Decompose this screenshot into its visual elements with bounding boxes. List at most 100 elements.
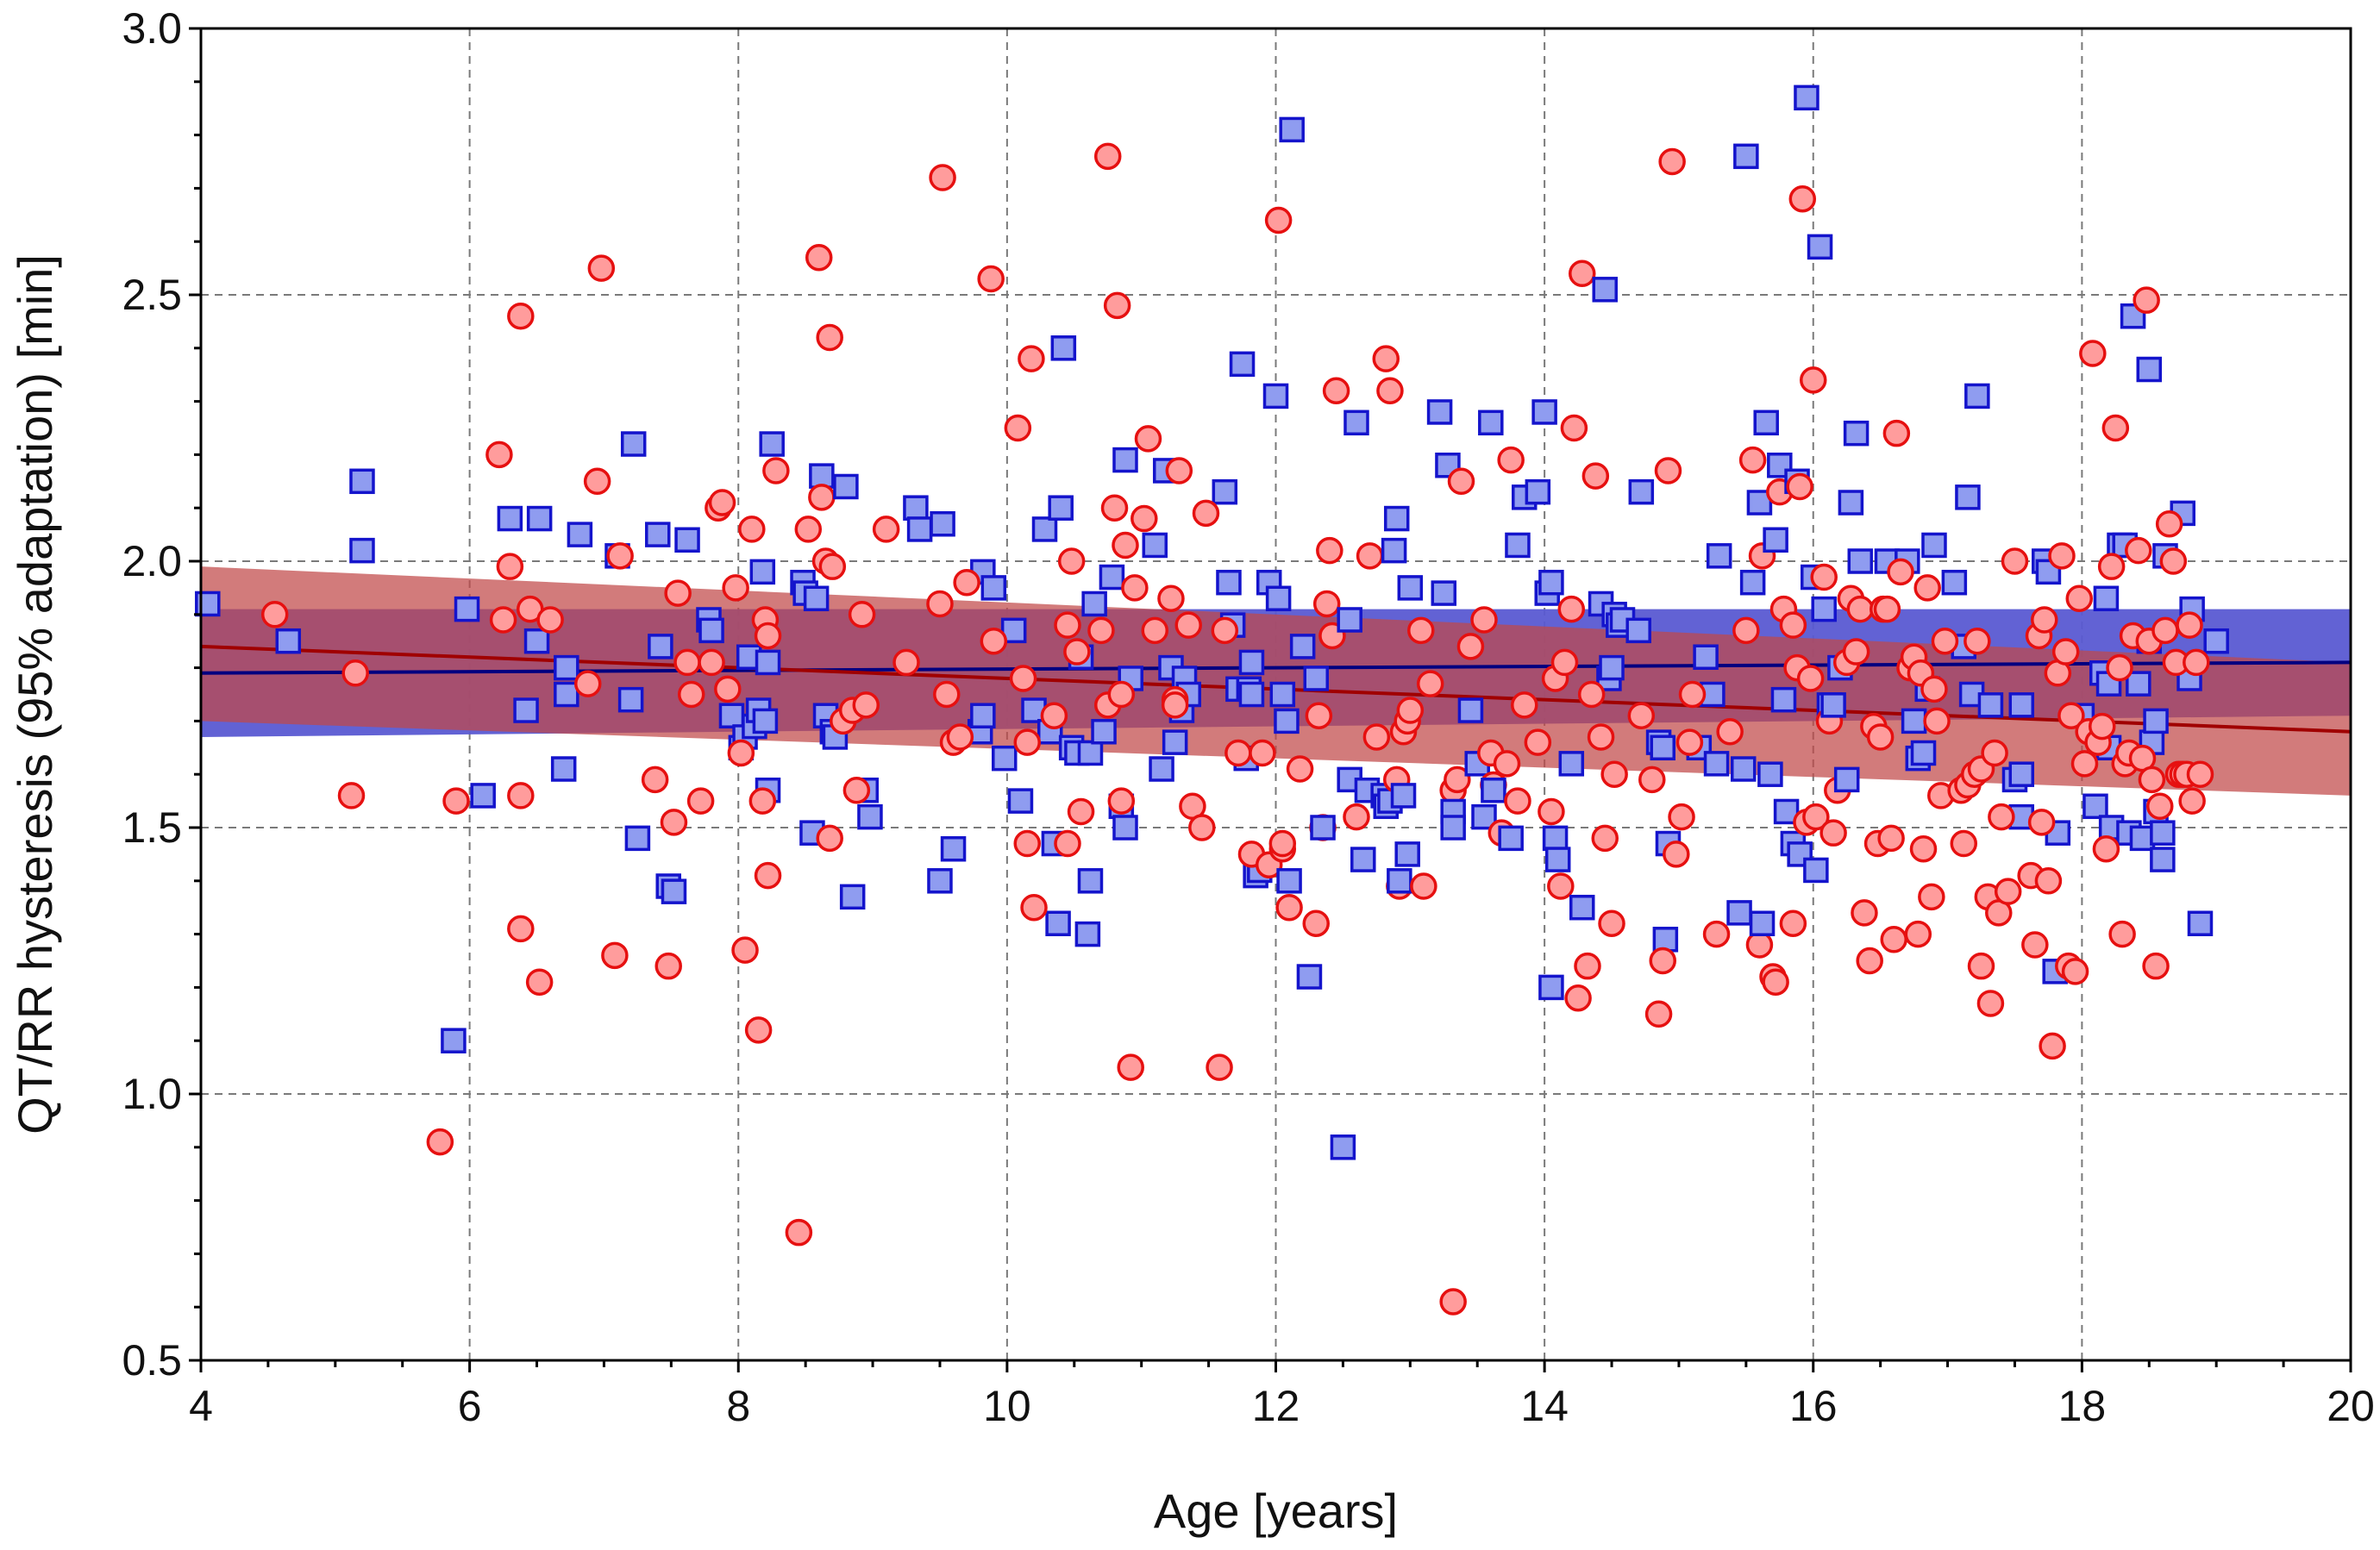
point-square: [2008, 761, 2035, 787]
point-circle: [1316, 536, 1343, 565]
point-circle: [1786, 472, 1813, 501]
point-circle: [1416, 670, 1444, 697]
point-square: [497, 505, 523, 532]
point-circle: [2155, 509, 2183, 538]
point-circle: [1988, 803, 2015, 831]
point-circle: [731, 936, 759, 964]
point-square: [1847, 548, 1874, 574]
point-circle: [1524, 728, 1552, 756]
point-circle: [496, 553, 524, 580]
point-circle: [708, 489, 736, 516]
point-square: [1269, 681, 1296, 708]
point-circle: [2092, 834, 2120, 863]
point-circle: [1013, 728, 1041, 756]
point-circle: [1675, 728, 1704, 756]
point-square: [1387, 868, 1412, 894]
point-circle: [1372, 345, 1400, 372]
point-square: [1650, 734, 1675, 761]
point-circle: [1206, 1053, 1233, 1081]
point-circle: [1054, 611, 1081, 639]
point-circle: [1842, 638, 1870, 666]
point-circle: [1598, 909, 1625, 937]
point-circle: [1882, 419, 1911, 447]
point-circle: [852, 691, 880, 719]
point-square: [980, 575, 1007, 601]
point-circle: [1678, 680, 1707, 709]
point-circle: [1093, 142, 1122, 171]
point-circle: [1376, 377, 1404, 404]
point-circle: [2151, 616, 2179, 645]
point-circle: [2176, 611, 2203, 639]
point-circle: [1967, 952, 1995, 980]
point-circle: [1040, 702, 1068, 729]
point-circle: [2097, 553, 2126, 580]
point-circle: [1497, 446, 1525, 474]
point-square: [1964, 383, 1990, 409]
point-circle: [2030, 606, 2058, 634]
point-circle: [2101, 414, 2130, 442]
point-circle: [1913, 574, 1941, 602]
point-square: [930, 510, 955, 537]
point-square: [1112, 447, 1138, 473]
point-circle: [1880, 926, 1907, 953]
point-square: [1921, 532, 1947, 559]
point-circle: [1668, 803, 1695, 831]
point-circle: [573, 670, 602, 697]
point-square: [1703, 751, 1730, 777]
point-circle: [2133, 286, 2160, 314]
point-square: [1149, 756, 1174, 782]
point-square: [523, 628, 550, 654]
point-circle: [933, 680, 961, 709]
point-square: [554, 681, 579, 708]
point-square: [441, 1028, 467, 1053]
point-circle: [1779, 909, 1807, 937]
point-square: [1276, 868, 1302, 894]
point-square: [1807, 234, 1833, 260]
point-circle: [1112, 531, 1139, 559]
point-circle: [1013, 829, 1041, 858]
point-circle: [1511, 691, 1538, 719]
point-square: [513, 697, 539, 723]
point-circle: [926, 590, 954, 618]
point-circle: [2027, 809, 2056, 836]
point-circle: [2057, 702, 2085, 729]
point-circle: [892, 648, 920, 677]
point-circle: [785, 1218, 813, 1247]
point-square: [1730, 756, 1757, 782]
point-circle: [507, 915, 535, 943]
point-square: [1706, 543, 1732, 569]
point-circle: [686, 787, 715, 815]
point-square: [1542, 825, 1569, 852]
point-square: [1440, 815, 1466, 841]
point-circle: [1904, 920, 1932, 948]
point-square: [454, 596, 480, 622]
point-circle: [2001, 547, 2029, 575]
point-circle: [1141, 616, 1169, 645]
point-circle: [1322, 377, 1350, 404]
point-circle: [1950, 829, 1978, 858]
point-circle: [1802, 803, 1830, 831]
point-circle: [1738, 446, 1767, 474]
point-circle: [1264, 206, 1293, 234]
point-square: [2093, 585, 2120, 612]
point-square: [2150, 847, 2176, 872]
point-square: [903, 495, 929, 521]
point-circle: [1504, 787, 1531, 815]
point-square: [1753, 409, 1779, 436]
point-circle: [748, 787, 777, 815]
point-circle: [2021, 931, 2049, 959]
point-square: [2008, 692, 2035, 718]
point-square: [1216, 569, 1242, 596]
point-circle: [1976, 990, 2005, 1017]
point-square: [1394, 841, 1420, 867]
y-tick-label: 1.5: [122, 803, 182, 852]
point-circle: [1788, 185, 1817, 213]
point-circle: [2138, 766, 2166, 794]
point-circle: [1134, 425, 1162, 453]
x-tick-label: 12: [1252, 1382, 1300, 1430]
point-square: [1749, 910, 1776, 936]
point-circle: [953, 568, 980, 597]
point-square: [554, 654, 579, 681]
point-square: [1910, 740, 1937, 766]
